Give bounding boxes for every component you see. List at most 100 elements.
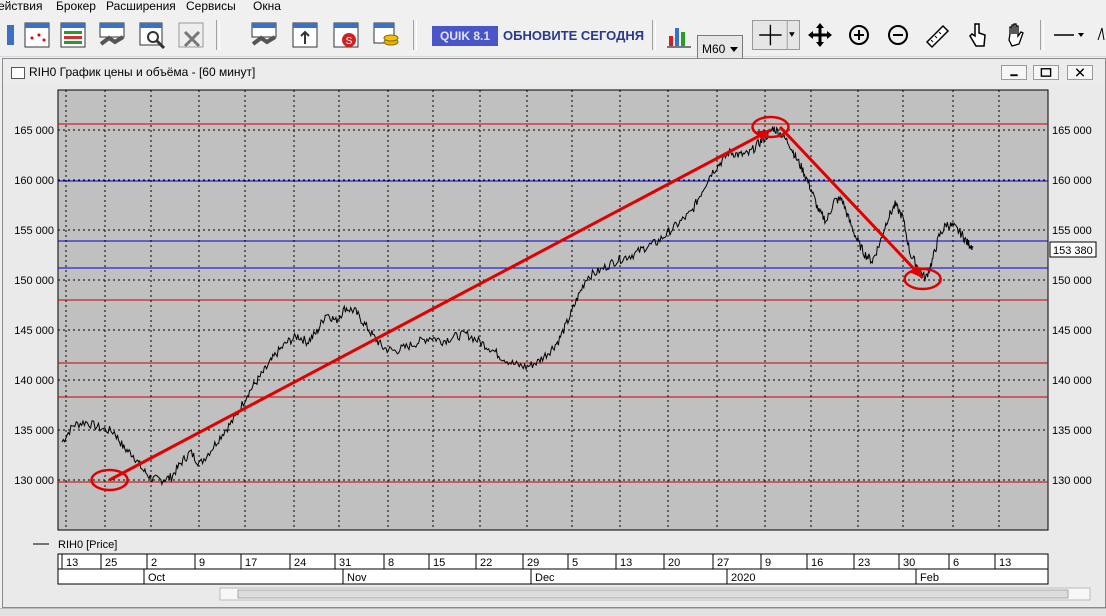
x-tick-label: 13 <box>66 557 78 569</box>
update-notice[interactable]: ОБНОВИТЕ СЕГОДНЯ <box>503 28 645 43</box>
y-tick-label: 130 000 <box>1052 475 1092 487</box>
window-chart-icon <box>11 67 25 79</box>
trend-arrow <box>108 128 772 482</box>
menu-extensions[interactable]: Расширения <box>106 0 176 13</box>
toolbar: S QUIK 8.1 ОБНОВИТЕ СЕГОДНЯ M60 <box>0 14 1106 61</box>
annotation-circle <box>751 115 790 139</box>
month-label: Oct <box>148 572 165 584</box>
price-label-box: 153 380 <box>1049 241 1097 258</box>
svg-text:S: S <box>346 36 353 47</box>
x-tick-label: 9 <box>199 557 205 569</box>
y-tick-label: 160 000 <box>14 175 54 187</box>
y-tick-label: 135 000 <box>14 425 54 437</box>
chevron-down-icon <box>730 47 738 52</box>
stop-order-icon[interactable]: S <box>331 20 361 50</box>
x-tick-label: 16 <box>811 557 823 569</box>
zoom-in-icon[interactable] <box>844 20 874 50</box>
crosshair-icon[interactable] <box>752 20 800 50</box>
x-tick-label: 17 <box>245 557 257 569</box>
x-tick-label: 13 <box>999 557 1011 569</box>
toolbar-separator <box>216 20 220 50</box>
toolbar-edge-icon[interactable] <box>0 20 14 50</box>
close-button[interactable] <box>1067 65 1093 80</box>
y-tick-label: 160 000 <box>1052 175 1092 187</box>
month-label: Dec <box>535 572 555 584</box>
y-tick-label: 165 000 <box>1052 125 1092 137</box>
x-tick-label: 30 <box>903 557 915 569</box>
deal-icon[interactable] <box>249 20 279 50</box>
scrollbar-thumb[interactable] <box>237 589 1069 599</box>
x-tick-label: 24 <box>294 557 306 569</box>
menu-actions[interactable]: ействия <box>0 0 43 13</box>
y-tick-label: 145 000 <box>14 325 54 337</box>
y-tick-label: 155 000 <box>1052 225 1092 237</box>
legend: RIH0 [Price] <box>33 539 117 551</box>
quik-version-badge: QUIK 8.1 <box>432 26 498 46</box>
arrow-head <box>909 264 923 278</box>
coins-icon[interactable] <box>371 20 401 50</box>
y-tick-label: 140 000 <box>14 375 54 387</box>
window-title: RIH0 График цены и объёма - [60 минут] <box>29 65 256 79</box>
table-icon[interactable] <box>58 20 88 50</box>
month-label: Nov <box>347 572 367 584</box>
trend-arrow <box>778 125 924 280</box>
x-tick-label: 20 <box>668 557 680 569</box>
chart-new-icon[interactable] <box>22 20 52 50</box>
hand-pointer-icon[interactable] <box>962 20 992 50</box>
toolbar-more-icon[interactable] <box>1096 20 1106 50</box>
line-icon[interactable] <box>1052 20 1092 50</box>
x-tick-label: 25 <box>105 557 117 569</box>
x-tick-label: 29 <box>527 557 539 569</box>
y-tick-label: 155 000 <box>14 225 54 237</box>
interval-value: M60 <box>702 42 726 56</box>
x-tick-label: 23 <box>858 557 870 569</box>
status-strip <box>0 608 1106 616</box>
price-series-line <box>61 125 974 487</box>
x-tick-label: 6 <box>953 557 959 569</box>
x-tick-label: 22 <box>480 557 492 569</box>
toolbar-separator <box>652 20 656 50</box>
menu-bar: ействия Брокер Расширения Сервисы Окна <box>0 0 1106 14</box>
x-tick-label: 5 <box>572 557 578 569</box>
month-label: Feb <box>920 572 939 584</box>
zoom-out-icon[interactable] <box>883 20 913 50</box>
interval-select[interactable]: M60 <box>697 35 743 61</box>
ruler-icon[interactable] <box>923 20 953 50</box>
window-titlebar[interactable]: RIH0 График цены и объёма - [60 минут] <box>3 59 1105 85</box>
hand-icon[interactable] <box>1001 20 1031 50</box>
menu-windows[interactable]: Окна <box>253 0 281 13</box>
x-tick-label: 8 <box>388 557 394 569</box>
plot-area <box>57 89 1049 531</box>
x-tick-label: 27 <box>717 557 729 569</box>
current-price-label: 153 380 <box>1053 245 1093 257</box>
x-tick-label: 2 <box>151 557 157 569</box>
y-tick-label: 165 000 <box>14 125 54 137</box>
y-tick-label: 145 000 <box>1052 325 1092 337</box>
move-icon[interactable] <box>805 20 835 50</box>
y-tick-label: 140 000 <box>1052 375 1092 387</box>
toolbar-separator <box>413 20 417 50</box>
x-tick-label: 13 <box>620 557 632 569</box>
orders-icon[interactable] <box>290 20 320 50</box>
minimize-button[interactable] <box>1001 65 1027 80</box>
x-tick-label: 9 <box>765 557 771 569</box>
tools-icon[interactable] <box>137 20 167 50</box>
y-tick-label: 150 000 <box>1052 275 1092 287</box>
y-tick-label: 135 000 <box>1052 425 1092 437</box>
annotation-circle <box>903 267 942 291</box>
x-tick-label: 15 <box>433 557 445 569</box>
annotation-circle <box>90 468 129 492</box>
toolbar-separator <box>1040 20 1044 50</box>
maximize-button[interactable] <box>1033 65 1059 80</box>
y-tick-label: 150 000 <box>14 275 54 287</box>
menu-services[interactable]: Сервисы <box>186 0 236 13</box>
bar-chart-icon[interactable] <box>664 20 694 50</box>
menu-broker[interactable]: Брокер <box>56 0 96 13</box>
x-tick-label: 31 <box>339 557 351 569</box>
delete-icon[interactable] <box>176 20 206 50</box>
legend-label: RIH0 [Price] <box>58 539 117 551</box>
month-label: 2020 <box>731 572 755 584</box>
handshake-icon[interactable] <box>97 20 127 50</box>
y-tick-label: 130 000 <box>14 475 54 487</box>
